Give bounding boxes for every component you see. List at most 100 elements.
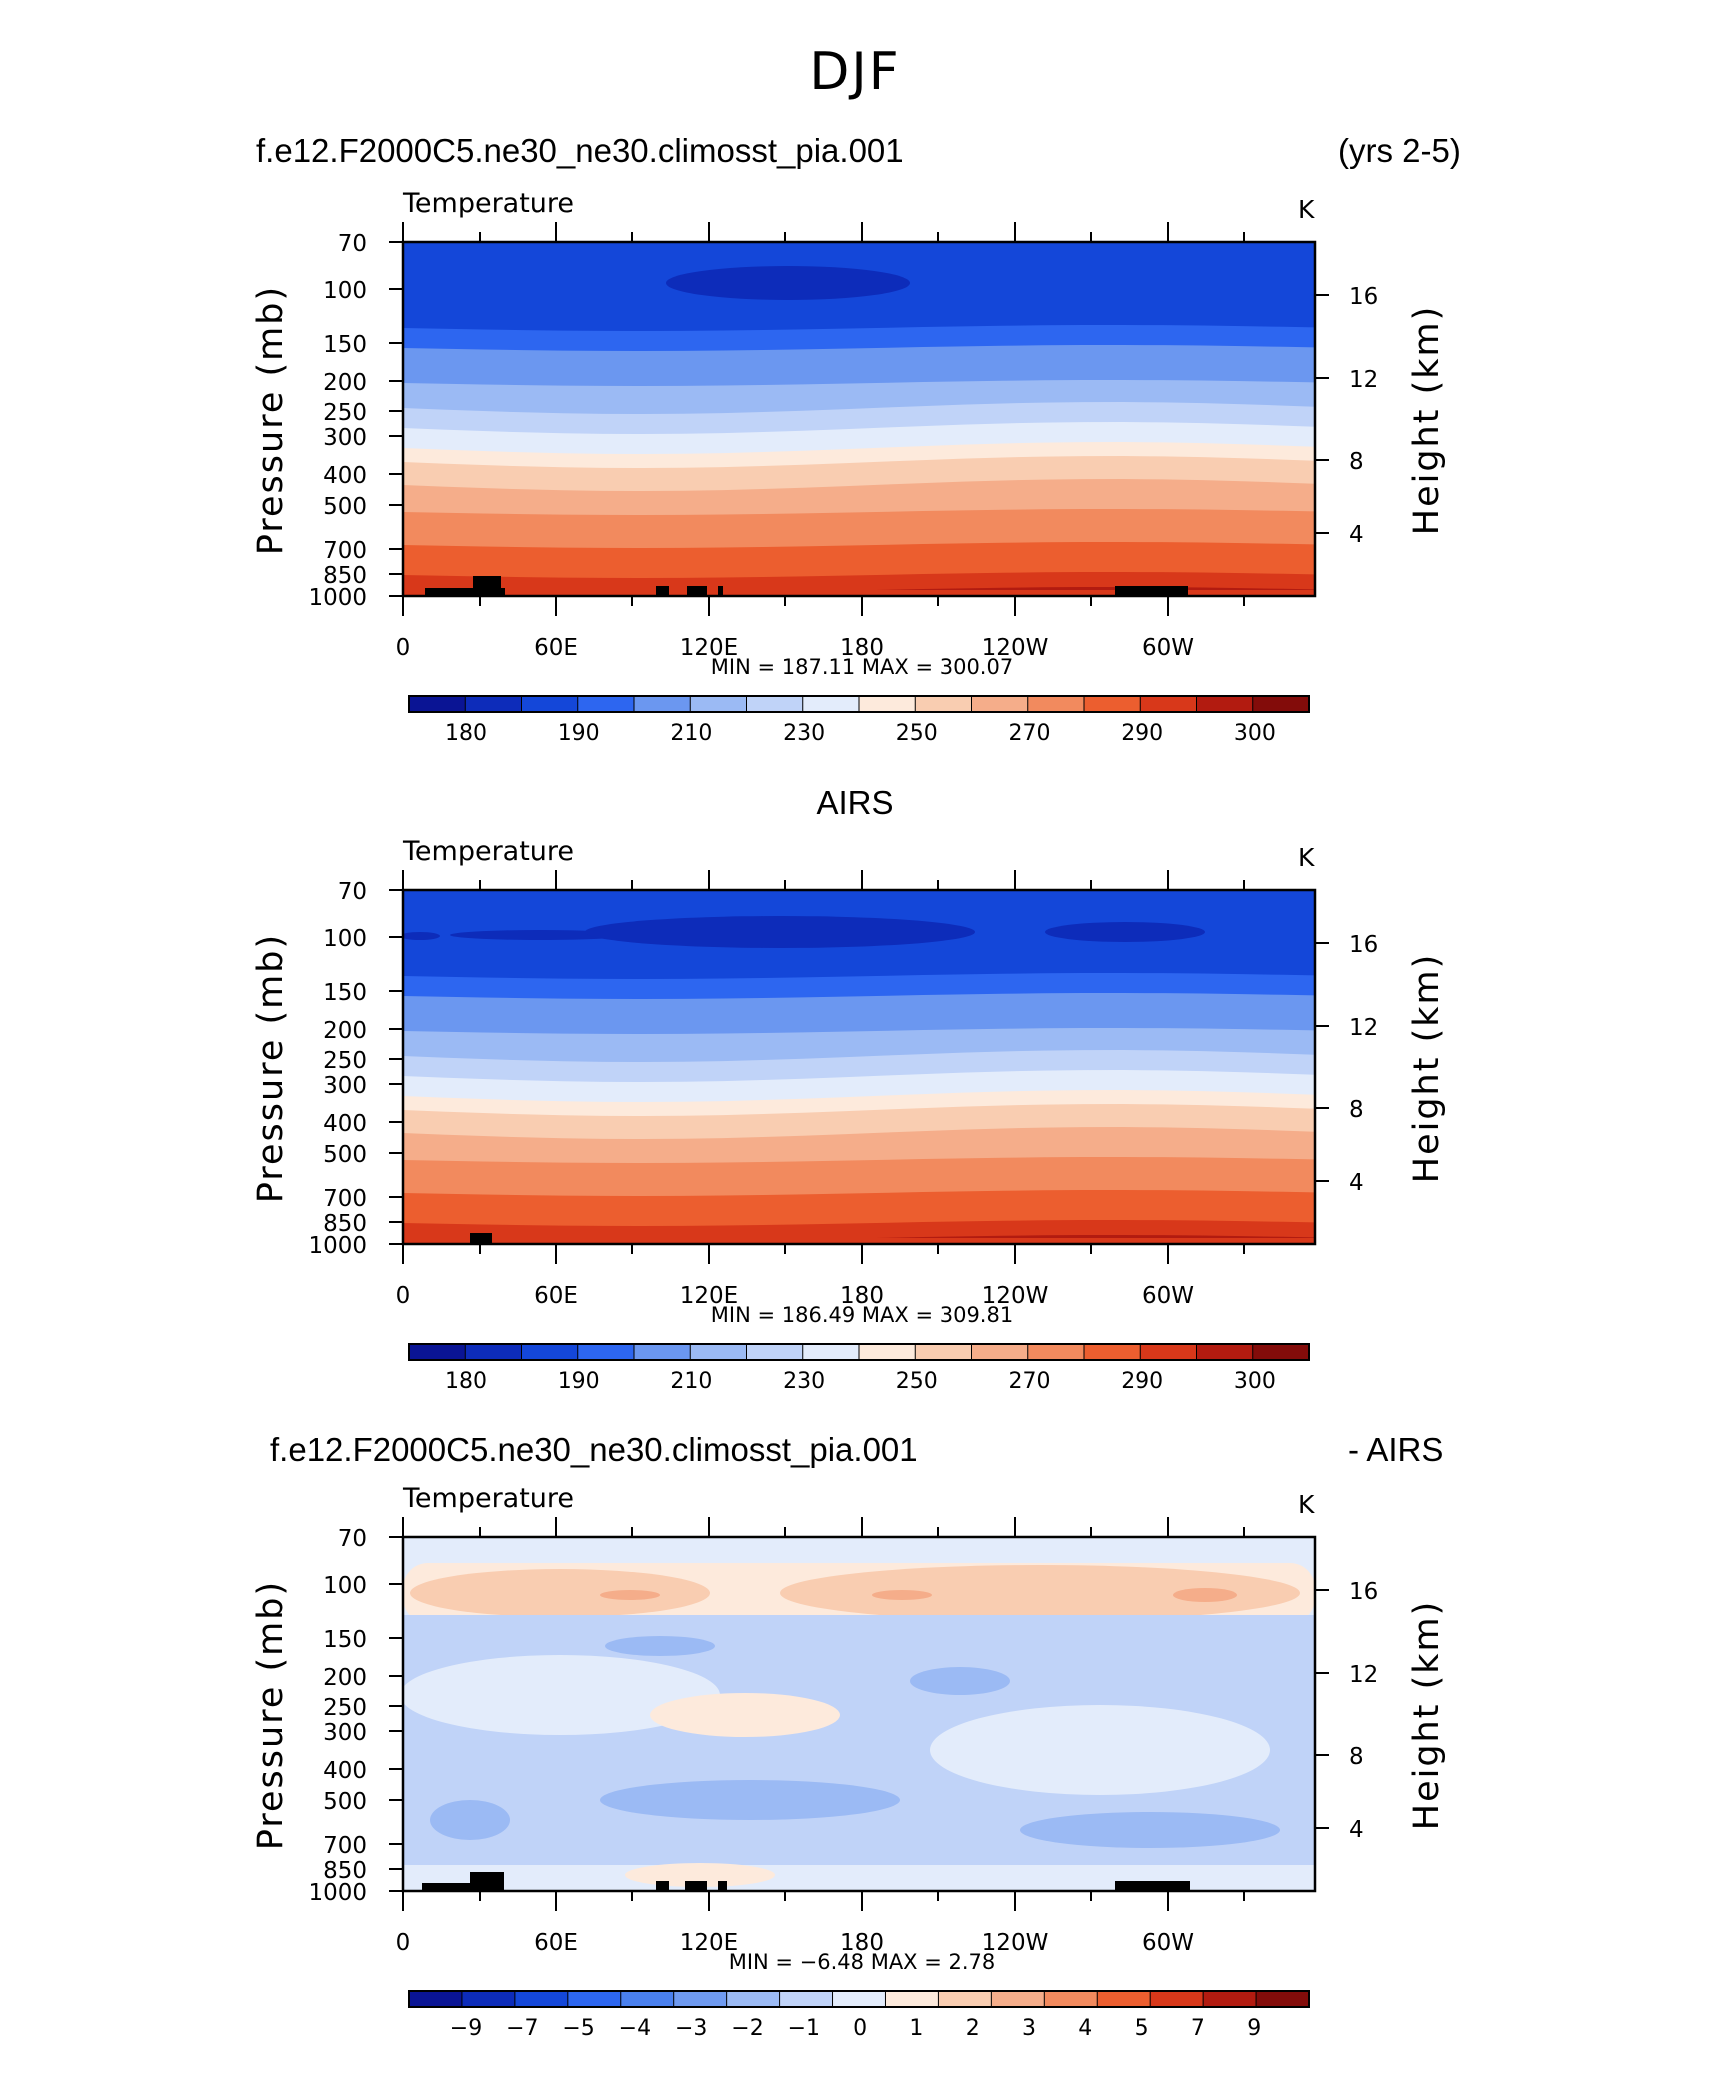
topography-mask <box>470 1233 492 1244</box>
y-right-tick-label: 8 <box>1349 1097 1364 1123</box>
y-tick-label: 700 <box>323 1186 367 1212</box>
contour-band <box>930 1705 1270 1795</box>
colorbar-label: 210 <box>670 721 712 746</box>
colorbar-label: 290 <box>1121 1369 1163 1394</box>
y-right-tick-label: 8 <box>1349 449 1364 475</box>
colorbar-swatch <box>1027 1343 1085 1361</box>
topography-mask <box>687 586 707 596</box>
colorbar-swatch <box>408 1343 467 1361</box>
x-tick-label: 120E <box>680 1283 738 1309</box>
colorbar-label: 230 <box>783 721 825 746</box>
topography-mask <box>685 1881 707 1891</box>
colorbar: 180 190 210 230 250 270 290 300 <box>408 1343 1310 1394</box>
colorbar-label: 300 <box>1234 1369 1276 1394</box>
y-tick-label: 850 <box>323 563 367 589</box>
subtitle-variable: Temperature <box>402 1483 574 1514</box>
colorbar-label: −5 <box>562 2016 594 2041</box>
colorbar-label: 290 <box>1121 721 1163 746</box>
colorbar-label: 9 <box>1247 2016 1261 2041</box>
y-tick-label: 150 <box>323 332 367 358</box>
plot-area <box>403 1537 1315 1891</box>
y-right-tick-label: 16 <box>1349 284 1378 310</box>
y-tick-label: 700 <box>323 538 367 564</box>
colorbar-swatch <box>990 1990 1046 2008</box>
x-tick-label: 60E <box>534 1930 578 1956</box>
x-tick-label: 120W <box>982 1283 1049 1309</box>
min-max-stats: MIN = −6.48 MAX = 2.78 <box>729 1950 996 1974</box>
colorbar-swatch <box>1252 1343 1310 1361</box>
colorbar-swatch <box>673 1990 728 2008</box>
colorbar-swatch <box>577 1343 635 1361</box>
colorbar-swatch <box>567 1990 622 2008</box>
y-tick-label: 100 <box>323 278 367 304</box>
y-right-tick-label: 4 <box>1349 1170 1364 1196</box>
colorbar-swatch <box>858 1343 917 1361</box>
colorbar-swatch <box>514 1990 569 2008</box>
colorbar-swatch <box>971 1343 1029 1361</box>
panel3-case-title: f.e12.F2000C5.ne30_ne30.climosst_pia.001 <box>270 1431 918 1468</box>
colorbar-swatch <box>464 695 523 713</box>
contour-band <box>600 1590 660 1600</box>
contour-band <box>650 1693 840 1737</box>
colorbar-swatch <box>858 695 917 713</box>
topography-mask <box>422 1883 502 1891</box>
topography-mask <box>718 586 723 596</box>
colorbar-label: 250 <box>896 1369 938 1394</box>
colorbar: 180 190 210 230 250 270 290 300 <box>408 695 1310 746</box>
page-title: DJF <box>809 42 901 102</box>
colorbar-swatch <box>1083 695 1142 713</box>
y-right-tick-label: 12 <box>1349 367 1378 393</box>
colorbar-label: 300 <box>1234 721 1276 746</box>
colorbar-label: −9 <box>450 2016 482 2041</box>
units-label: K <box>1298 195 1315 224</box>
y-tick-label: 500 <box>323 1142 367 1168</box>
colorbar-label: 1 <box>909 2016 923 2041</box>
contour-band <box>403 1238 1315 1244</box>
y-tick-label: 300 <box>323 1073 367 1099</box>
contour-minimum <box>1045 922 1205 942</box>
y-tick-label: 200 <box>323 370 367 396</box>
y-tick-label: 150 <box>323 1627 367 1653</box>
x-tick-label: 180 <box>840 1283 884 1309</box>
x-tick-label: 120W <box>982 635 1049 661</box>
contour-band <box>410 1569 710 1617</box>
y-right-tick-label: 16 <box>1349 1579 1378 1605</box>
x-tick-label: 60W <box>1142 635 1194 661</box>
y-right-axis-label: Height (km) <box>1407 305 1447 536</box>
colorbar-swatch <box>521 695 579 713</box>
colorbar-label: 190 <box>558 1369 600 1394</box>
colorbar-frame <box>408 695 1310 713</box>
y-tick-label: 850 <box>323 1211 367 1237</box>
topography-mask <box>1115 586 1188 596</box>
colorbar-swatch <box>521 1343 579 1361</box>
y-right-tick-label: 12 <box>1349 1015 1378 1041</box>
colorbar-label: 0 <box>853 2016 867 2041</box>
topography-mask <box>656 1881 669 1891</box>
topography-mask <box>1115 1881 1190 1891</box>
colorbar-swatch <box>746 695 804 713</box>
colorbar-frame <box>408 1990 1310 2008</box>
panel-2: 7010015020025030040050070085010001612840… <box>251 836 1447 1394</box>
colorbar-swatch <box>726 1990 781 2008</box>
plot-frame <box>401 240 1317 598</box>
colorbar-label: 180 <box>445 721 487 746</box>
y-axis-label: Pressure (mb) <box>251 1580 291 1850</box>
plot-area <box>403 242 1315 596</box>
contour-minimum <box>666 266 910 300</box>
y-tick-label: 70 <box>338 1526 367 1552</box>
colorbar-swatch <box>408 1990 463 2008</box>
plot-area <box>403 890 1315 1244</box>
x-tick-label: 120W <box>982 1930 1049 1956</box>
plot-frame <box>401 888 1317 1246</box>
x-tick-label: 60E <box>534 1283 578 1309</box>
colorbar-swatch <box>577 695 635 713</box>
y-tick-label: 400 <box>323 1111 367 1137</box>
colorbar-label: 230 <box>783 1369 825 1394</box>
y-tick-label: 300 <box>323 1720 367 1746</box>
contour-band <box>780 1565 1300 1621</box>
y-tick-label: 1000 <box>308 585 367 611</box>
y-tick-label: 400 <box>323 463 367 489</box>
contour-band <box>1020 1812 1280 1848</box>
colorbar: −9 −7 −5 −4 −3 −2 −1 0 1 2 3 4 5 7 9 <box>408 1990 1311 2041</box>
